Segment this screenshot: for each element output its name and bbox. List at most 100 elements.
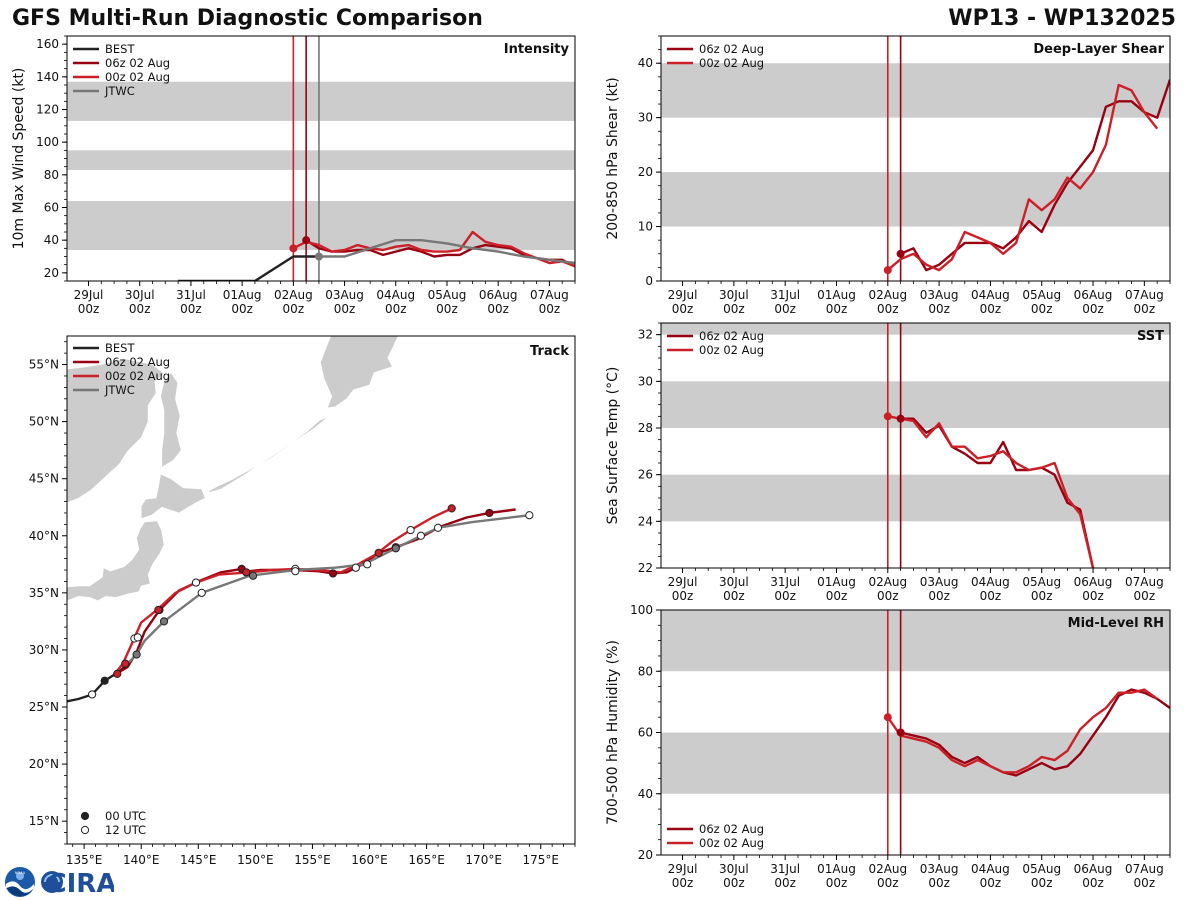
legend-label-jtwc: JTWC bbox=[104, 84, 135, 98]
xtick-hour-shear: 00z bbox=[826, 302, 848, 316]
xtick-hour-sst: 00z bbox=[723, 589, 745, 603]
xtick-date-shear: 30Jul bbox=[719, 288, 749, 302]
series-start-marker-run00z bbox=[883, 412, 892, 421]
xtick-hour-sst: 00z bbox=[774, 589, 796, 603]
marker-legend-label: 12 UTC bbox=[105, 823, 146, 837]
legend-label-run06z: 06z 02 Aug bbox=[699, 822, 764, 836]
ytick-label-intensity: 60 bbox=[44, 201, 59, 215]
xtick-date-intensity: 29Jul bbox=[74, 288, 104, 302]
track-point-best bbox=[100, 676, 109, 685]
series-group-shear bbox=[887, 79, 1170, 272]
xtick-hour-shear: 00z bbox=[980, 302, 1002, 316]
track-ytick-label: 50°N bbox=[29, 415, 59, 429]
series-line-best bbox=[178, 255, 319, 281]
series-start-marker-run00z bbox=[883, 266, 892, 275]
land-kuril-islands bbox=[208, 416, 328, 493]
storm-id: WP13 - WP132025 bbox=[948, 6, 1176, 31]
track-point-jtwc bbox=[351, 563, 360, 572]
band-sst-0 bbox=[661, 474, 1170, 522]
ytick-label-shear: 0 bbox=[645, 274, 653, 288]
legend-label-run06z: 06z 02 Aug bbox=[105, 355, 170, 369]
xtick-date-rh: 30Jul bbox=[719, 862, 749, 876]
marker-legend-label: 00 UTC bbox=[105, 809, 146, 823]
xtick-date-shear: 03Aug bbox=[920, 288, 959, 302]
xtick-hour-rh: 00z bbox=[980, 876, 1002, 890]
xtick-hour-rh: 00z bbox=[723, 876, 745, 890]
xtick-date-rh: 07Aug bbox=[1125, 862, 1164, 876]
track-ytick-label: 20°N bbox=[29, 757, 59, 771]
band-rh-0 bbox=[661, 732, 1170, 794]
page-title: GFS Multi-Run Diagnostic Comparison bbox=[12, 6, 483, 31]
xtick-hour-shear: 00z bbox=[774, 302, 796, 316]
xtick-hour-rh: 00z bbox=[826, 876, 848, 890]
land-japan-hokkaido bbox=[140, 473, 206, 520]
track-line-run06z bbox=[113, 508, 516, 677]
series-line-run00z bbox=[886, 688, 1158, 774]
ytick-label-shear: 40 bbox=[638, 56, 653, 70]
track-point-jtwc bbox=[132, 650, 141, 659]
noaa-cira-logo: NOAA CIRA bbox=[5, 867, 114, 898]
legend-label-run00z: 00z 02 Aug bbox=[105, 70, 170, 84]
series-line-run00z bbox=[292, 230, 575, 268]
xtick-date-sst: 29Jul bbox=[668, 575, 698, 589]
xtick-date-intensity: 31Jul bbox=[176, 288, 206, 302]
band-intensity-2 bbox=[67, 81, 575, 121]
track-point-run00z bbox=[406, 525, 415, 535]
xtick-hour-shear: 00z bbox=[723, 302, 745, 316]
track-point-run00z bbox=[447, 504, 456, 513]
xtick-hour-sst: 00z bbox=[1031, 589, 1053, 603]
legend-label-run06z: 06z 02 Aug bbox=[699, 42, 764, 56]
track-xtick-label: 175°E bbox=[523, 853, 560, 867]
panel-title-shear: Deep-Layer Shear bbox=[1033, 42, 1164, 57]
panel-title-rh: Mid-Level RH bbox=[1068, 616, 1164, 631]
band-intensity-1 bbox=[67, 150, 575, 170]
xtick-hour-shear: 00z bbox=[1031, 302, 1053, 316]
xtick-hour-shear: 00z bbox=[1082, 302, 1104, 316]
series-group-sst bbox=[887, 415, 1095, 568]
band-rh-1 bbox=[661, 610, 1170, 672]
xtick-date-sst: 01Aug bbox=[817, 575, 856, 589]
xtick-hour-rh: 00z bbox=[774, 876, 796, 890]
track-xtick-label: 165°E bbox=[408, 853, 445, 867]
xtick-hour-intensity: 00z bbox=[180, 302, 202, 316]
ytick-label-rh: 40 bbox=[638, 787, 653, 801]
land-sakhalin bbox=[160, 371, 182, 468]
legend-label-run00z: 00z 02 Aug bbox=[699, 56, 764, 70]
series-start-marker-jtwc bbox=[314, 252, 323, 261]
xtick-date-rh: 03Aug bbox=[920, 862, 959, 876]
track-ytick-label: 35°N bbox=[29, 586, 59, 600]
ytick-label-sst: 22 bbox=[638, 561, 653, 575]
track-xtick-label: 140°E bbox=[123, 853, 160, 867]
series-start-marker-run00z bbox=[289, 244, 298, 253]
ytick-label-intensity: 20 bbox=[44, 266, 59, 280]
ytick-label-intensity: 120 bbox=[36, 103, 59, 117]
track-ytick-label: 45°N bbox=[29, 472, 59, 486]
xtick-hour-shear: 00z bbox=[672, 302, 694, 316]
xtick-date-rh: 31Jul bbox=[770, 862, 800, 876]
band-shear-0 bbox=[661, 172, 1170, 227]
track-point-jtwc bbox=[416, 531, 425, 540]
xtick-date-sst: 06Aug bbox=[1074, 575, 1113, 589]
xtick-date-intensity: 04Aug bbox=[376, 288, 415, 302]
xtick-hour-rh: 00z bbox=[672, 876, 694, 890]
track-point-run00z bbox=[113, 669, 122, 679]
panel-shear: 01020304029Jul00z30Jul00z31Jul00z01Aug00… bbox=[605, 35, 1171, 316]
xtick-date-rh: 01Aug bbox=[817, 862, 856, 876]
panel-title-sst: SST bbox=[1137, 329, 1164, 344]
track-point-jtwc bbox=[391, 544, 400, 553]
xtick-date-shear: 01Aug bbox=[817, 288, 856, 302]
xtick-date-shear: 02Aug bbox=[868, 288, 907, 302]
ylabel-rh: 700-500 hPa Humidity (%) bbox=[605, 640, 621, 825]
legend-label-jtwc: JTWC bbox=[104, 383, 135, 397]
band-shear-1 bbox=[661, 63, 1170, 118]
xtick-date-sst: 03Aug bbox=[920, 575, 959, 589]
xtick-date-intensity: 03Aug bbox=[325, 288, 364, 302]
ytick-label-intensity: 100 bbox=[36, 135, 59, 149]
series-start-marker-run06z bbox=[896, 728, 905, 737]
ylabel-shear: 200-850 hPa Shear (kt) bbox=[605, 77, 621, 239]
frame-sst bbox=[660, 322, 1171, 569]
legend-label-run06z: 06z 02 Aug bbox=[699, 329, 764, 343]
xtick-date-shear: 04Aug bbox=[971, 288, 1010, 302]
track-point-best bbox=[88, 690, 97, 699]
